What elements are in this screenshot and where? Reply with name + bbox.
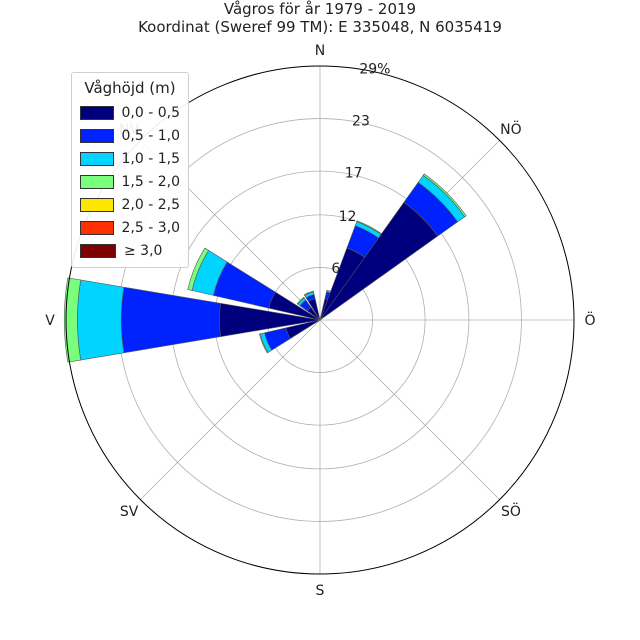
direction-label: V — [45, 313, 55, 329]
radial-tick-label: 17 — [345, 166, 363, 182]
rose-bar-segment — [296, 296, 305, 305]
rose-bar-segment — [64, 277, 82, 363]
grid-spoke — [140, 319, 321, 500]
direction-label: SÖ — [501, 502, 521, 520]
legend-label: 1,0 - 1,5 — [121, 150, 180, 167]
polar-frame — [65, 65, 575, 575]
legend-item: 2,0 - 2,5 — [80, 193, 180, 216]
radial-tick-label: 23 — [352, 114, 370, 130]
legend-swatch — [80, 243, 116, 258]
legend-label: 0,0 - 0,5 — [121, 104, 180, 121]
legend-swatch — [80, 220, 114, 235]
direction-label: Ö — [584, 311, 595, 329]
chart-title: Vågros för år 1979 - 2019 — [223, 0, 417, 18]
legend-label: 1,5 - 2,0 — [121, 173, 180, 190]
direction-label: SV — [120, 504, 139, 520]
rose-bar-segment — [77, 279, 125, 361]
legend-item: 0,0 - 0,5 — [80, 101, 180, 124]
legend-item: 0,5 - 1,0 — [80, 124, 180, 147]
rose-bar-segment — [422, 173, 467, 218]
legend-swatch — [80, 151, 114, 166]
legend-item: ≥ 3,0 — [80, 239, 180, 262]
legend-item: 2,5 - 3,0 — [80, 216, 180, 239]
rose-bar-segment — [303, 290, 314, 296]
radial-tick-label: 12 — [339, 209, 357, 225]
legend-item: 1,5 - 2,0 — [80, 170, 180, 193]
legend-item: 1,0 - 1,5 — [80, 147, 180, 170]
radial-tick-label: 29% — [359, 61, 390, 77]
legend-swatch — [80, 174, 114, 189]
direction-label: S — [316, 583, 325, 599]
legend-title: Våghöjd (m) — [84, 79, 176, 97]
direction-label: NÖ — [500, 120, 522, 138]
chart-title-block: Vågros för år 1979 - 2019 Koordinat (Swe… — [0, 0, 640, 36]
legend-swatch — [80, 128, 114, 143]
legend: Våghöjd (m) 0,0 - 0,5 0,5 - 1,0 1,0 - 1,5 1… — [71, 72, 189, 268]
grid-spoke — [319, 319, 500, 500]
direction-label: N — [315, 43, 325, 59]
legend-label: 2,0 - 2,5 — [121, 196, 180, 213]
radial-tick-label: 6 — [331, 261, 340, 277]
legend-label: 0,5 - 1,0 — [121, 127, 180, 144]
chart-subtitle: Koordinat (Sweref 99 TM): E 335048, N 60… — [138, 18, 502, 36]
legend-label: ≥ 3,0 — [124, 242, 163, 259]
rose-bar-segment — [187, 247, 209, 291]
legend-label: 2,5 - 3,0 — [121, 219, 180, 236]
legend-swatch — [80, 197, 114, 212]
legend-swatch — [80, 105, 114, 120]
rose-bar-segment — [259, 333, 269, 354]
